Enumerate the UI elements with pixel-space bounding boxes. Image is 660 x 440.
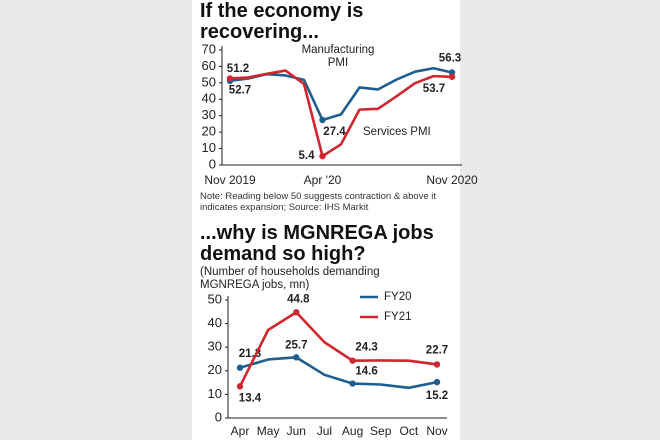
- point: [293, 309, 300, 316]
- chart-title: If the economy is recovering...: [200, 0, 364, 43]
- y-tick-label: 10: [208, 386, 222, 401]
- data-label: 27.4: [323, 126, 346, 138]
- x-tick-label: Nov: [426, 424, 447, 438]
- data-label: 15.2: [426, 390, 448, 402]
- y-tick-label: 40: [208, 315, 222, 330]
- x-tick-label: Jun: [287, 424, 306, 438]
- x-tick-label: Apr: [231, 424, 250, 438]
- data-label: 14.6: [355, 366, 377, 378]
- point: [319, 116, 326, 124]
- series-label: Manufacturing PMI: [301, 44, 375, 69]
- y-tick-label: 30: [202, 107, 216, 122]
- note: Note: Reading below 50 suggests contract…: [200, 191, 437, 213]
- data-label: 53.7: [423, 83, 445, 95]
- y-tick-label: 0: [215, 409, 222, 424]
- data-label: 22.7: [426, 344, 448, 356]
- series-label: Services PMI: [363, 126, 431, 138]
- x-tick-label: Jul: [317, 424, 332, 438]
- y-tick-label: 70: [202, 41, 216, 56]
- data-label: 56.3: [439, 53, 461, 65]
- line: [239, 356, 438, 390]
- line: [229, 69, 453, 158]
- panel: [192, 0, 460, 440]
- point: [433, 361, 441, 368]
- point: [349, 380, 356, 387]
- point: [236, 364, 244, 371]
- point: [433, 378, 441, 386]
- y-tick-label: 30: [208, 339, 222, 354]
- data-label: 52.7: [229, 84, 251, 96]
- x-tick-label: Nov 2019: [204, 173, 256, 187]
- point: [293, 354, 300, 361]
- data-label: 51.2: [227, 63, 249, 75]
- point: [448, 73, 456, 80]
- legend-label: FY20: [384, 291, 412, 303]
- point: [349, 357, 356, 364]
- subtitle: (Number of households demanding MGNREGA …: [200, 266, 380, 291]
- line: [229, 66, 453, 122]
- x-tick-label: Sep: [370, 424, 392, 438]
- y-tick-label: 20: [202, 124, 216, 139]
- data-label: 13.4: [239, 392, 262, 404]
- y-tick-label: 10: [202, 140, 216, 155]
- point: [236, 383, 244, 390]
- x-tick-label: Nov 2020: [426, 173, 478, 187]
- line: [238, 310, 438, 387]
- data-label: 25.7: [285, 339, 307, 351]
- data-label: 44.8: [287, 293, 310, 305]
- point: [226, 75, 234, 82]
- x-tick-label: Aug: [342, 424, 363, 438]
- x-tick-label: May: [257, 424, 280, 438]
- legend-label: FY21: [384, 311, 412, 323]
- y-tick-label: 50: [202, 74, 216, 89]
- y-tick-label: 50: [208, 291, 222, 306]
- y-tick-label: 40: [202, 91, 216, 106]
- point: [319, 152, 326, 160]
- y-tick-label: 60: [202, 58, 216, 73]
- x-tick-label: Apr '20: [304, 173, 342, 187]
- y-tick-label: 0: [209, 156, 216, 171]
- y-tick-label: 20: [208, 362, 222, 377]
- data-label: 5.4: [299, 150, 316, 162]
- data-label: 24.3: [355, 342, 377, 354]
- chart-title: ...why is MGNREGA jobs demand so high?: [200, 222, 434, 265]
- x-tick-label: Oct: [400, 424, 419, 438]
